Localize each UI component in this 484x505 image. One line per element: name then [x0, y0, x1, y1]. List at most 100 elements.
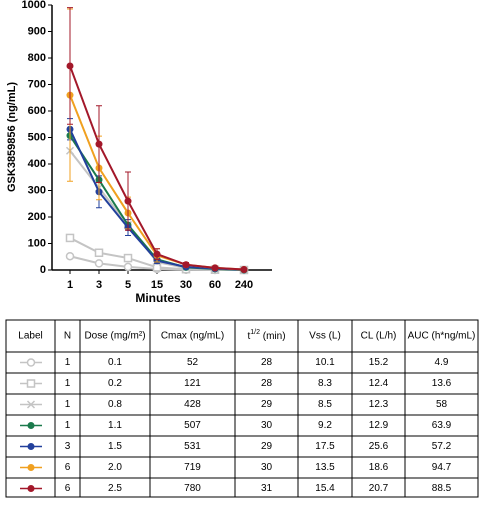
- x-tick-label: 1: [67, 279, 73, 291]
- point: [124, 197, 132, 205]
- table-header: AUC (h*ng/mL): [408, 331, 476, 342]
- point: [94, 259, 104, 268]
- point: [27, 464, 35, 471]
- table-cell: 20.7: [369, 483, 389, 494]
- table-header: t1/2 (min): [247, 329, 285, 342]
- table-cell: 88.5: [432, 483, 452, 494]
- table-cell: 4.9: [435, 357, 449, 368]
- table-cell: 0.2: [108, 378, 122, 389]
- table-cell: 29: [261, 441, 273, 452]
- table-cell: 1: [65, 420, 71, 431]
- header-part: t: [247, 331, 250, 342]
- table-cell: 30: [261, 420, 273, 431]
- point: [240, 265, 248, 273]
- row-label-icon: [20, 358, 42, 367]
- row-label-icon: [20, 379, 42, 388]
- x-tick-label: 5: [125, 279, 131, 291]
- y-tick-label: 0: [40, 264, 46, 276]
- y-axis-label: GSK3859856 (ng/mL): [6, 82, 18, 192]
- point: [65, 233, 75, 243]
- point: [27, 422, 35, 429]
- point: [66, 62, 74, 70]
- header-part: (min): [260, 331, 286, 342]
- point: [211, 264, 219, 272]
- point: [182, 261, 190, 269]
- table-cell: 1.1: [108, 420, 122, 431]
- table-cell: 12.3: [369, 399, 389, 410]
- table-cell: 10.1: [315, 357, 335, 368]
- table-cell: 30: [261, 462, 273, 473]
- table-cell: 1: [65, 399, 71, 410]
- table-cell: 8.5: [318, 399, 332, 410]
- y-tick-label: 900: [28, 25, 46, 37]
- point: [26, 358, 36, 367]
- table-header: Vss (L): [309, 331, 341, 342]
- table-cell: 15.2: [369, 357, 389, 368]
- table-header: N: [64, 331, 71, 342]
- table-frame: [5, 319, 479, 498]
- table-cell: 1.5: [108, 441, 122, 452]
- table-cell: 0.8: [108, 399, 122, 410]
- table-cell: 13.6: [432, 378, 452, 389]
- table-cell: 2.0: [108, 462, 122, 473]
- table-cell: 0.1: [108, 357, 122, 368]
- row-label-icon: [20, 422, 42, 429]
- point: [95, 140, 103, 148]
- table-cell: 94.7: [432, 462, 452, 473]
- row-label-icon: [20, 464, 42, 471]
- point: [123, 262, 133, 272]
- y-tick-label: 600: [28, 105, 46, 117]
- row-label-icon: [20, 443, 42, 450]
- table-cell: 29: [261, 399, 273, 410]
- table-cell: 31: [261, 483, 273, 494]
- table-cell: 780: [184, 483, 201, 494]
- x-tick-label: 30: [180, 279, 192, 291]
- table-cell: 1: [65, 378, 71, 389]
- table-cell: 13.5: [315, 462, 335, 473]
- table-cell: 6: [65, 483, 71, 494]
- table-cell: 17.5: [315, 441, 335, 452]
- table-cell: 531: [184, 441, 201, 452]
- table-header: Cmax (ng/mL): [161, 331, 224, 342]
- table-cell: 428: [184, 399, 201, 410]
- table-cell: 507: [184, 420, 201, 431]
- table-cell: 719: [184, 462, 201, 473]
- x-tick-label: 60: [209, 279, 221, 291]
- point: [27, 443, 35, 450]
- y-tick-label: 700: [28, 78, 46, 90]
- header-part: 1/2: [250, 329, 260, 336]
- y-tick-label: 400: [28, 158, 46, 170]
- row-label-icon: [20, 485, 42, 492]
- table-cell: 121: [184, 378, 201, 389]
- x-tick-label: 3: [96, 279, 102, 291]
- point: [26, 379, 36, 388]
- y-tick-label: 800: [28, 52, 46, 64]
- table-cell: 25.6: [369, 441, 389, 452]
- table-cell: 2.5: [108, 483, 122, 494]
- table-header: Label: [18, 331, 42, 342]
- table-cell: 12.4: [369, 378, 389, 389]
- table-cell: 6: [65, 462, 71, 473]
- point: [153, 250, 161, 258]
- x-axis-label: Minutes: [135, 291, 181, 305]
- row-label-icon: [20, 400, 42, 409]
- table-cell: 58: [436, 399, 448, 410]
- y-tick-label: 500: [28, 131, 46, 143]
- point: [94, 248, 104, 258]
- table-cell: 15.4: [315, 483, 335, 494]
- table-cell: 12.9: [369, 420, 389, 431]
- table-cell: 1: [65, 357, 71, 368]
- y-tick-label: 1000: [22, 0, 46, 11]
- point: [27, 485, 35, 492]
- y-tick-label: 100: [28, 237, 46, 249]
- x-tick-label: 240: [235, 279, 253, 291]
- table-cell: 28: [261, 378, 273, 389]
- table-cell: 63.9: [432, 420, 452, 431]
- table-cell: 18.6: [369, 462, 389, 473]
- table-cell: 28: [261, 357, 273, 368]
- table-cell: 52: [187, 357, 199, 368]
- point: [65, 251, 75, 261]
- table-cell: 3: [65, 441, 71, 452]
